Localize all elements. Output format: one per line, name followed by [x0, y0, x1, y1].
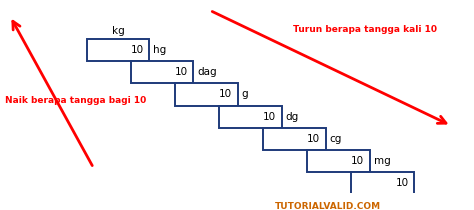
- Text: dag: dag: [197, 67, 217, 77]
- Text: Turun berapa tangga kali 10: Turun berapa tangga kali 10: [293, 25, 438, 34]
- Text: g: g: [241, 89, 248, 100]
- Text: kg: kg: [111, 26, 124, 36]
- Text: 10: 10: [131, 45, 144, 55]
- Bar: [131, 61, 193, 83]
- Bar: [307, 150, 370, 172]
- Text: 10: 10: [307, 134, 320, 144]
- Text: cg: cg: [329, 134, 342, 144]
- Text: 10: 10: [263, 112, 276, 122]
- Text: 10: 10: [351, 156, 365, 166]
- Bar: [263, 128, 326, 150]
- Bar: [219, 105, 282, 128]
- Bar: [351, 172, 414, 194]
- Text: mg: mg: [374, 156, 391, 166]
- Text: 10: 10: [175, 67, 188, 77]
- Text: Naik berapa tangga bagi 10: Naik berapa tangga bagi 10: [5, 96, 146, 105]
- Text: 10: 10: [219, 89, 232, 100]
- Text: dg: dg: [285, 112, 299, 122]
- Text: 10: 10: [395, 178, 409, 188]
- Text: TUTORIALVALID.COM: TUTORIALVALID.COM: [275, 202, 381, 210]
- Bar: [175, 83, 237, 105]
- Bar: [87, 39, 149, 61]
- Text: hg: hg: [153, 45, 166, 55]
